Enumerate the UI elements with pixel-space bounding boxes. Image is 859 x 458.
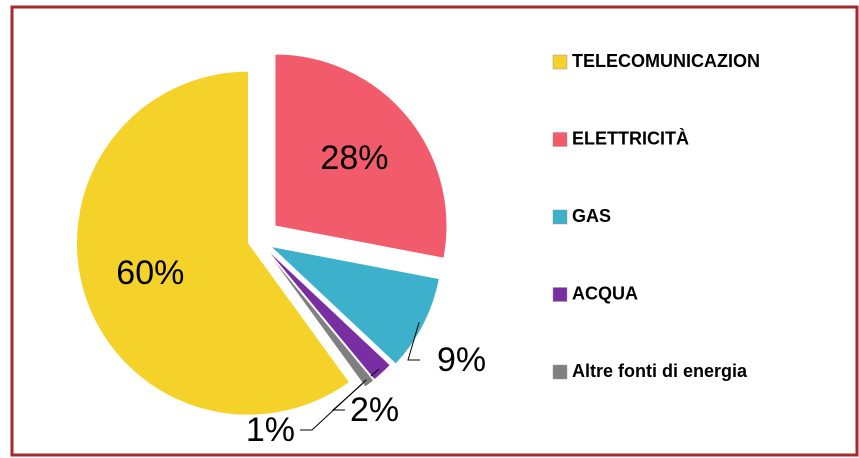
legend-swatch xyxy=(552,287,568,302)
legend-swatch xyxy=(552,209,568,225)
legend-label: TELECOMUNICAZION xyxy=(572,51,760,71)
pie-slice xyxy=(75,70,351,416)
leader-line xyxy=(407,321,420,361)
legend-swatch xyxy=(552,132,568,147)
data-label: 60% xyxy=(116,254,184,292)
data-label: 1% xyxy=(246,411,295,449)
data-label: 9% xyxy=(437,341,486,379)
legend-label: Altre fonti di energia xyxy=(572,361,748,381)
data-label: 28% xyxy=(320,139,388,177)
leader-line xyxy=(300,379,367,431)
legend-swatch xyxy=(552,54,568,70)
legend-swatch xyxy=(552,364,568,380)
legend-label: ELETTRICITÀ xyxy=(572,127,689,148)
data-label: 2% xyxy=(350,391,399,429)
legend-label: ACQUA xyxy=(572,283,638,303)
pie-slice xyxy=(274,53,448,259)
pie-slice xyxy=(264,246,391,381)
legend-label: GAS xyxy=(572,206,611,226)
pie-slice xyxy=(263,247,375,388)
pie-slice xyxy=(268,245,441,365)
